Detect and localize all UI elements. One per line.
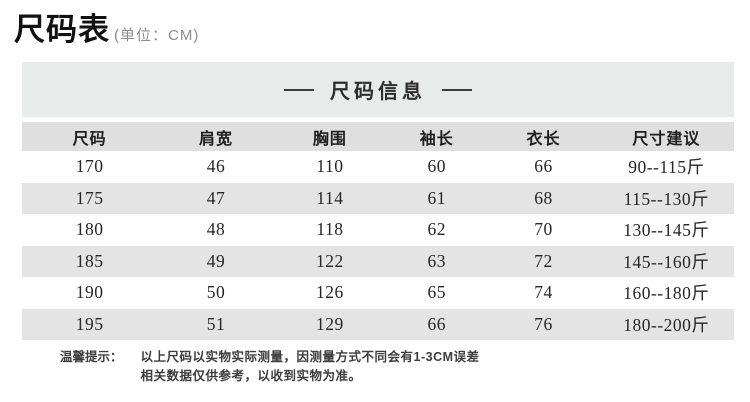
cell-size: 195 xyxy=(75,313,104,334)
table-row: 185 49 122 63 72 145--160斤 xyxy=(22,245,734,277)
cell-shoulder: 48 xyxy=(206,219,226,240)
cell-shoulder: 51 xyxy=(206,313,226,334)
dash-line-left xyxy=(284,88,314,91)
cell-size: 175 xyxy=(75,187,104,208)
section-heading: 尺码信息 xyxy=(330,81,426,103)
cell-length: 68 xyxy=(534,187,553,208)
table-row: 175 47 114 61 68 115--130斤 xyxy=(22,182,734,214)
cell-chest: 110 xyxy=(316,156,344,177)
cell-shoulder: 49 xyxy=(206,250,226,271)
table-row: 180 48 118 62 70 130--145斤 xyxy=(22,214,734,246)
cell-advice: 180--200斤 xyxy=(623,314,710,335)
cell-size: 190 xyxy=(75,282,104,303)
cell-sleeve: 62 xyxy=(427,219,446,240)
cell-chest: 114 xyxy=(316,187,344,208)
cell-size: 180 xyxy=(75,219,104,240)
note-line-1: 以上尺码以实物实际测量，因测量方式不同会有1-3CM误差 xyxy=(140,350,480,364)
cell-size: 170 xyxy=(75,156,104,177)
cell-shoulder: 47 xyxy=(206,187,226,208)
header-cell-length: 衣长 xyxy=(526,130,561,148)
cell-advice: 160--180斤 xyxy=(623,283,710,304)
cell-chest: 122 xyxy=(316,250,344,271)
header-cell-shoulder: 肩宽 xyxy=(198,130,233,148)
cell-shoulder: 50 xyxy=(206,282,226,303)
cell-sleeve: 65 xyxy=(427,282,446,303)
size-table: 尺码 肩宽 胸围 袖长 衣长 尺寸建议 170 46 110 60 66 90-… xyxy=(22,122,734,340)
note: 温馨提示： 以上尺码以实物实际测量，因测量方式不同会有1-3CM误差 相关数据仅… xyxy=(60,348,480,386)
header-cell-size: 尺码 xyxy=(72,130,107,148)
cell-length: 70 xyxy=(534,219,553,240)
cell-advice: 115--130斤 xyxy=(623,188,710,209)
cell-shoulder: 46 xyxy=(206,156,226,177)
header-cell-advice: 尺寸建议 xyxy=(632,130,701,148)
note-label: 温馨提示： xyxy=(60,350,123,364)
cell-chest: 126 xyxy=(316,282,344,303)
cell-sleeve: 63 xyxy=(427,250,446,271)
dash-line-right xyxy=(442,88,472,91)
table-row: 170 46 110 60 66 90--115斤 xyxy=(22,151,734,183)
cell-advice: 145--160斤 xyxy=(623,251,710,272)
page-title-row: 尺码表 (单位：CM) xyxy=(14,4,199,49)
cell-length: 76 xyxy=(534,313,553,334)
cell-length: 66 xyxy=(534,156,553,177)
section-banner: 尺码信息 xyxy=(22,62,734,117)
cell-size: 185 xyxy=(75,250,104,271)
page-title: 尺码表 xyxy=(14,12,110,47)
note-body: 以上尺码以实物实际测量，因测量方式不同会有1-3CM误差 相关数据仅供参考，以收… xyxy=(141,348,480,386)
header-cell-chest: 胸围 xyxy=(312,130,347,148)
cell-sleeve: 61 xyxy=(427,187,446,208)
table-row: 190 50 126 65 74 160--180斤 xyxy=(22,277,734,309)
page-subtitle: (单位：CM) xyxy=(114,27,200,44)
cell-advice: 130--145斤 xyxy=(623,220,710,241)
cell-chest: 129 xyxy=(316,313,344,334)
table-row: 195 51 129 66 76 180--200斤 xyxy=(22,308,734,340)
cell-advice: 90--115斤 xyxy=(628,157,705,178)
cell-sleeve: 60 xyxy=(427,156,446,177)
cell-length: 74 xyxy=(534,282,553,303)
cell-length: 72 xyxy=(534,250,553,271)
header-cell-sleeve: 袖长 xyxy=(419,130,454,148)
table-header-row: 尺码 肩宽 胸围 袖长 衣长 尺寸建议 xyxy=(22,122,734,151)
cell-sleeve: 66 xyxy=(427,313,446,334)
note-line-2: 相关数据仅供参考，以收到实物为准。 xyxy=(140,369,362,383)
cell-chest: 118 xyxy=(316,219,344,240)
